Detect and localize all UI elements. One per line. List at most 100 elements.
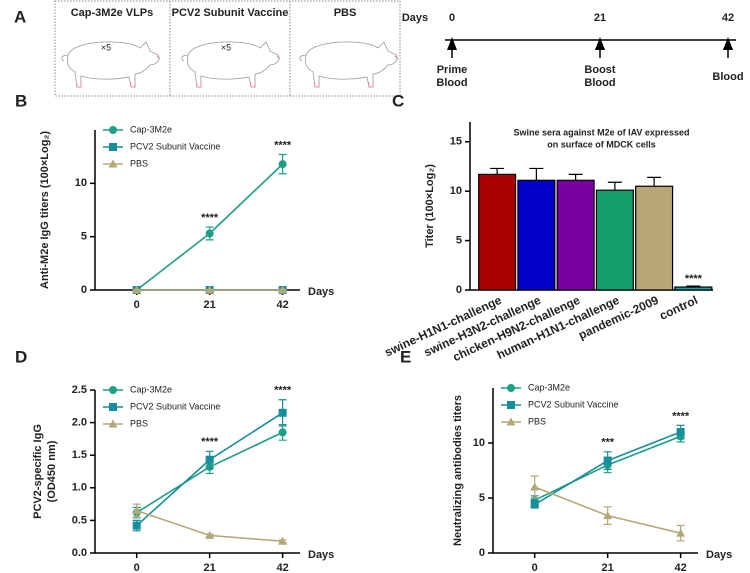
y-tick-label: 0 bbox=[81, 284, 87, 296]
marker bbox=[530, 482, 540, 491]
chart-title: on surface of MDCK cells bbox=[547, 139, 656, 149]
x-tick-label: 0 bbox=[134, 562, 140, 573]
legend-label: PCV2 Subunit Vaccine bbox=[130, 141, 220, 151]
y-tick-label: 0.0 bbox=[72, 547, 87, 559]
bar bbox=[595, 189, 634, 291]
x-axis-label: Days bbox=[308, 286, 334, 298]
timeline-event: Blood bbox=[436, 77, 467, 89]
x-tick-label: 0 bbox=[134, 299, 140, 311]
timeline-day: 0 bbox=[449, 12, 455, 24]
group-name: PBS bbox=[334, 7, 357, 19]
y-axis-label: Neutralizing antibodies titers bbox=[452, 395, 464, 546]
x-tick-label: control bbox=[657, 293, 700, 323]
error-bar bbox=[647, 176, 662, 187]
x-tick-label: 21 bbox=[204, 562, 216, 573]
error-bar bbox=[490, 167, 505, 175]
bar bbox=[478, 173, 517, 291]
legend-label: Cap-3M2e bbox=[130, 384, 172, 394]
group-name: Cap-3M2e VLPs bbox=[71, 7, 154, 19]
marker bbox=[205, 455, 214, 464]
significance: **** bbox=[685, 273, 703, 285]
x-tick-label: 42 bbox=[675, 562, 687, 573]
significance: **** bbox=[274, 385, 292, 397]
marker bbox=[676, 528, 686, 537]
y-tick-label: 2.0 bbox=[72, 417, 87, 429]
timeline-arrowhead bbox=[723, 37, 733, 50]
marker bbox=[205, 229, 214, 238]
legend-label: PBS bbox=[528, 416, 546, 426]
marker bbox=[506, 417, 516, 426]
timeline-arrowhead bbox=[595, 37, 605, 50]
panel-label: D bbox=[15, 347, 27, 366]
x-axis-label: Days bbox=[308, 549, 334, 561]
bar bbox=[635, 185, 674, 291]
panel-label: A bbox=[14, 7, 26, 26]
marker bbox=[278, 536, 288, 545]
legend-label: Cap-3M2e bbox=[528, 382, 570, 392]
significance: **** bbox=[672, 410, 690, 422]
y-tick-label: 15 bbox=[450, 136, 462, 148]
y-tick-label: 1.5 bbox=[72, 449, 87, 461]
marker bbox=[530, 500, 539, 509]
bar bbox=[517, 179, 556, 291]
y-tick-label: 0.5 bbox=[72, 514, 87, 526]
group-name: PCV2 Subunit Vaccine bbox=[172, 7, 289, 19]
y-axis-label: PCV2-specific IgG bbox=[32, 424, 44, 519]
x-tick-label: 21 bbox=[204, 299, 216, 311]
x-tick-label: 42 bbox=[277, 562, 289, 573]
y-tick-label: 5 bbox=[479, 492, 485, 504]
marker bbox=[278, 408, 287, 417]
marker bbox=[109, 403, 117, 411]
y-tick-label: 5 bbox=[81, 231, 87, 243]
marker bbox=[132, 521, 141, 530]
marker bbox=[205, 530, 215, 539]
significance: **** bbox=[201, 436, 219, 448]
y-axis-label: Titer (100×Log₂) bbox=[424, 164, 436, 248]
x-tick-label: 0 bbox=[532, 562, 538, 573]
marker bbox=[603, 456, 612, 465]
x-tick-label: 42 bbox=[277, 299, 289, 311]
marker bbox=[507, 384, 515, 392]
dose-label: ×5 bbox=[101, 42, 111, 52]
significance: **** bbox=[201, 212, 219, 224]
legend-label: PBS bbox=[130, 418, 148, 428]
error-bar bbox=[529, 167, 544, 181]
y-tick-label: 5 bbox=[456, 234, 462, 246]
marker bbox=[278, 428, 287, 437]
timeline-event: Boost bbox=[584, 64, 616, 76]
timeline-day: 42 bbox=[722, 12, 734, 24]
legend-label: PBS bbox=[130, 158, 148, 168]
legend-label: PCV2 Subunit Vaccine bbox=[130, 401, 220, 411]
y-axis-label: (OD450 nm) bbox=[46, 440, 58, 502]
y-tick-label: 2.5 bbox=[72, 384, 87, 396]
y-tick-label: 10 bbox=[75, 177, 87, 189]
timeline-axis-label: Days bbox=[402, 12, 428, 24]
error-bar bbox=[607, 181, 622, 191]
marker bbox=[603, 511, 613, 520]
marker bbox=[132, 506, 142, 515]
group-box bbox=[54, 0, 401, 97]
pig-icon bbox=[299, 41, 399, 88]
marker bbox=[278, 160, 287, 169]
panel-label: E bbox=[400, 347, 411, 366]
timeline-event: Blood bbox=[712, 71, 743, 83]
timeline-event: Prime bbox=[437, 64, 468, 76]
marker bbox=[507, 401, 515, 409]
significance: *** bbox=[601, 437, 615, 449]
marker bbox=[205, 285, 215, 294]
panel-a: A Cap-3M2e VLPs PCV2 Subunit Vaccine PBS… bbox=[14, 0, 736, 97]
y-tick-label: 0 bbox=[456, 284, 462, 296]
y-axis-label: Anti-M2e IgG titers (100×Log₂) bbox=[39, 131, 51, 289]
bar bbox=[556, 179, 595, 291]
timeline-arrowhead bbox=[447, 37, 457, 50]
marker bbox=[108, 419, 118, 428]
x-axis-label: Days bbox=[706, 549, 732, 561]
marker bbox=[278, 285, 288, 294]
bar bbox=[674, 286, 713, 291]
legend-label: Cap-3M2e bbox=[130, 124, 172, 134]
error-bar bbox=[568, 173, 583, 181]
significance: **** bbox=[274, 139, 292, 151]
panel-label: B bbox=[15, 91, 27, 110]
marker bbox=[132, 285, 142, 294]
